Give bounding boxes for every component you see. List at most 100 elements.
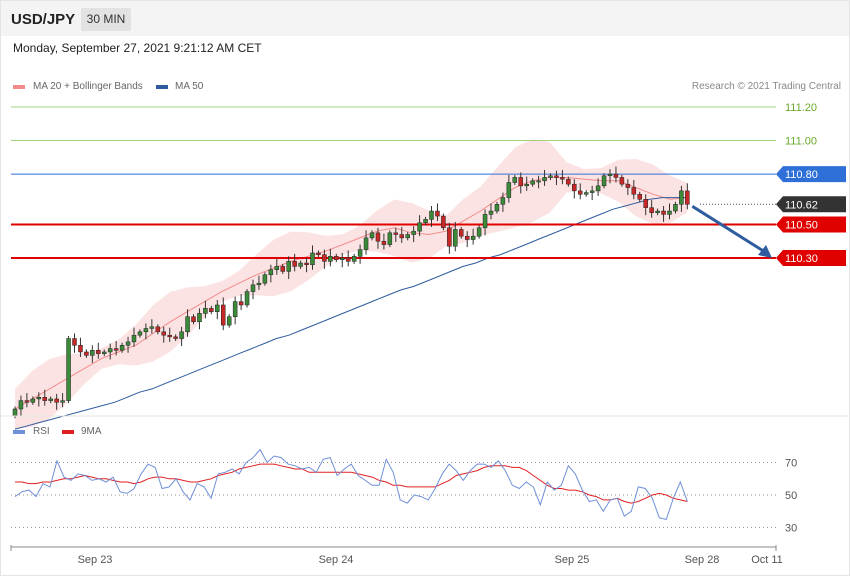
candle-body (292, 261, 297, 267)
candle-body (524, 183, 529, 187)
candle-body (375, 232, 381, 242)
candle-body (238, 301, 244, 306)
legend-swatch-ma50 (156, 85, 168, 89)
rsi-level-label-70: 70 (785, 458, 797, 470)
candle-body (54, 398, 59, 403)
candle-body (566, 178, 571, 185)
candle-body (447, 227, 452, 247)
timestamp: Monday, September 27, 2021 9:21:12 AM CE… (13, 41, 262, 55)
candle-body (345, 257, 351, 262)
candle-body (417, 222, 422, 232)
rsi-level-label-30: 30 (785, 523, 797, 535)
x-tick-label: Sep 25 (555, 554, 590, 566)
candle-body (572, 183, 577, 192)
timeframe-button[interactable]: 30 MIN (81, 8, 131, 31)
candle-body (256, 282, 262, 286)
candle-body (250, 284, 256, 292)
pair-title: USD/JPY (11, 11, 76, 28)
candle-body (72, 338, 77, 346)
candle-body (102, 351, 107, 354)
level-label-110-80: 110.80 (785, 169, 818, 181)
legend-label-rsi-ma: 9MA (81, 426, 102, 437)
candle-body (369, 232, 375, 239)
candle-body (613, 173, 619, 178)
candle-body (167, 334, 172, 338)
candle-body (363, 237, 369, 250)
current-price-tag (776, 196, 846, 213)
candle-body (482, 214, 488, 229)
candle-body (536, 180, 541, 183)
candle-body (179, 331, 184, 339)
candle-body (500, 197, 506, 205)
candle-body (667, 210, 672, 215)
candle-body (119, 344, 125, 351)
rsi-line (14, 448, 688, 520)
candle-body (637, 193, 642, 200)
candle-body (589, 190, 595, 193)
candle-body (12, 408, 18, 416)
legend-label-ma20: MA 20 + Bollinger Bands (33, 81, 143, 92)
level-label-110-50: 110.50 (785, 219, 818, 231)
candle-body (661, 210, 666, 215)
candle-body (357, 249, 363, 257)
candle-body (530, 180, 535, 185)
candle-body (96, 350, 101, 354)
candle-body (399, 234, 404, 239)
candle-body (125, 341, 131, 346)
candle-body (387, 232, 393, 245)
candle-body (36, 397, 42, 400)
candle-body (107, 348, 113, 353)
candle-body (185, 316, 190, 333)
candle-body (459, 229, 464, 237)
legend-swatch-rsi-ma (62, 430, 74, 434)
rsi-level-label-50: 50 (785, 490, 797, 502)
forecast-arrowhead (758, 245, 772, 258)
x-tick-label: Sep 28 (685, 554, 720, 566)
candle-body (435, 210, 440, 217)
candle-body (685, 190, 690, 205)
level-tag-110-50 (776, 216, 846, 233)
candle-body (262, 274, 268, 284)
candle-body (554, 175, 559, 178)
candle-body (137, 331, 143, 336)
candle-body (232, 301, 238, 317)
candle-body (149, 326, 155, 329)
candle-body (655, 210, 660, 213)
candle-body (429, 210, 434, 220)
candle-body (131, 334, 137, 343)
candle-body (649, 207, 654, 213)
candle-body (506, 182, 512, 198)
candle-body (191, 316, 196, 323)
forecast-arrow (691, 205, 766, 254)
candle-body (423, 219, 428, 224)
candle-body (542, 177, 547, 182)
candle-body (209, 308, 214, 312)
level-tag-110-80 (776, 166, 846, 183)
candle-body (298, 262, 303, 267)
candle-body (286, 261, 291, 272)
candle-body (601, 175, 607, 187)
candle-body (173, 336, 178, 339)
candle-body (328, 256, 333, 262)
legend-label-rsi: RSI (33, 426, 50, 437)
level-label-110-30: 110.30 (785, 253, 818, 265)
candle-body (203, 308, 208, 314)
candle-body (393, 232, 399, 235)
candle-body (560, 177, 565, 180)
candle-body (476, 227, 482, 237)
candle-body (48, 398, 53, 401)
candle-body (268, 269, 274, 276)
x-tick-label: Sep 24 (319, 554, 354, 566)
candle-body (381, 240, 387, 245)
legend-label-ma50: MA 50 (175, 81, 204, 92)
candle-body (161, 331, 166, 336)
bollinger-band (15, 139, 688, 430)
candle-body (197, 313, 202, 323)
candle-body (679, 190, 684, 205)
candle-body (90, 350, 95, 356)
candle-body (226, 316, 232, 326)
candle-body (512, 177, 518, 183)
candle-body (42, 397, 47, 401)
candle-body (155, 326, 161, 333)
